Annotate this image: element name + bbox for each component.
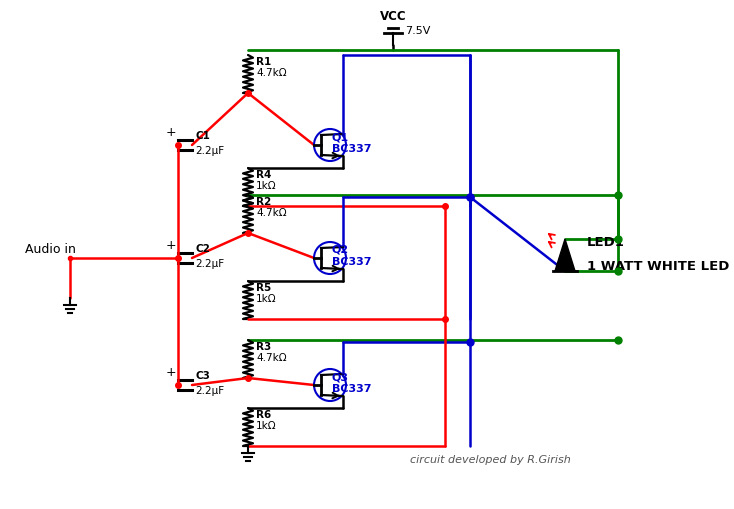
Text: Audio in: Audio in [25,243,76,256]
Text: 4.7kΩ: 4.7kΩ [256,68,286,78]
Text: +: + [165,126,176,139]
Text: 1kΩ: 1kΩ [256,181,277,191]
Text: 7.5V: 7.5V [405,26,430,36]
Text: 2.2μF: 2.2μF [195,146,224,156]
Text: 4.7kΩ: 4.7kΩ [256,208,286,218]
Text: BC337: BC337 [332,384,371,394]
Text: BC337: BC337 [332,257,371,267]
Text: C2: C2 [195,244,210,254]
Text: R4: R4 [256,170,272,180]
Polygon shape [555,239,575,271]
Text: circuit developed by R.Girish: circuit developed by R.Girish [410,455,570,465]
Text: Q3: Q3 [332,372,349,382]
Text: 1 WATT WHITE LED: 1 WATT WHITE LED [587,261,730,273]
Text: Q2: Q2 [332,245,349,255]
Text: 2.2μF: 2.2μF [195,386,224,396]
Text: C1: C1 [195,131,210,141]
Text: R5: R5 [256,283,272,293]
Text: R6: R6 [256,410,272,420]
Text: R1: R1 [256,57,272,67]
Text: Q1: Q1 [332,132,349,142]
Text: VCC: VCC [379,10,407,23]
Text: R2: R2 [256,197,272,207]
Text: +: + [165,239,176,252]
Text: 2.2μF: 2.2μF [195,259,224,269]
Text: R3: R3 [256,342,272,352]
Text: 4.7kΩ: 4.7kΩ [256,353,286,363]
Text: LED1: LED1 [587,237,625,249]
Text: C3: C3 [195,371,210,381]
Text: +: + [165,366,176,379]
Text: 1kΩ: 1kΩ [256,421,277,431]
Text: 1kΩ: 1kΩ [256,294,277,304]
Text: BC337: BC337 [332,144,371,154]
